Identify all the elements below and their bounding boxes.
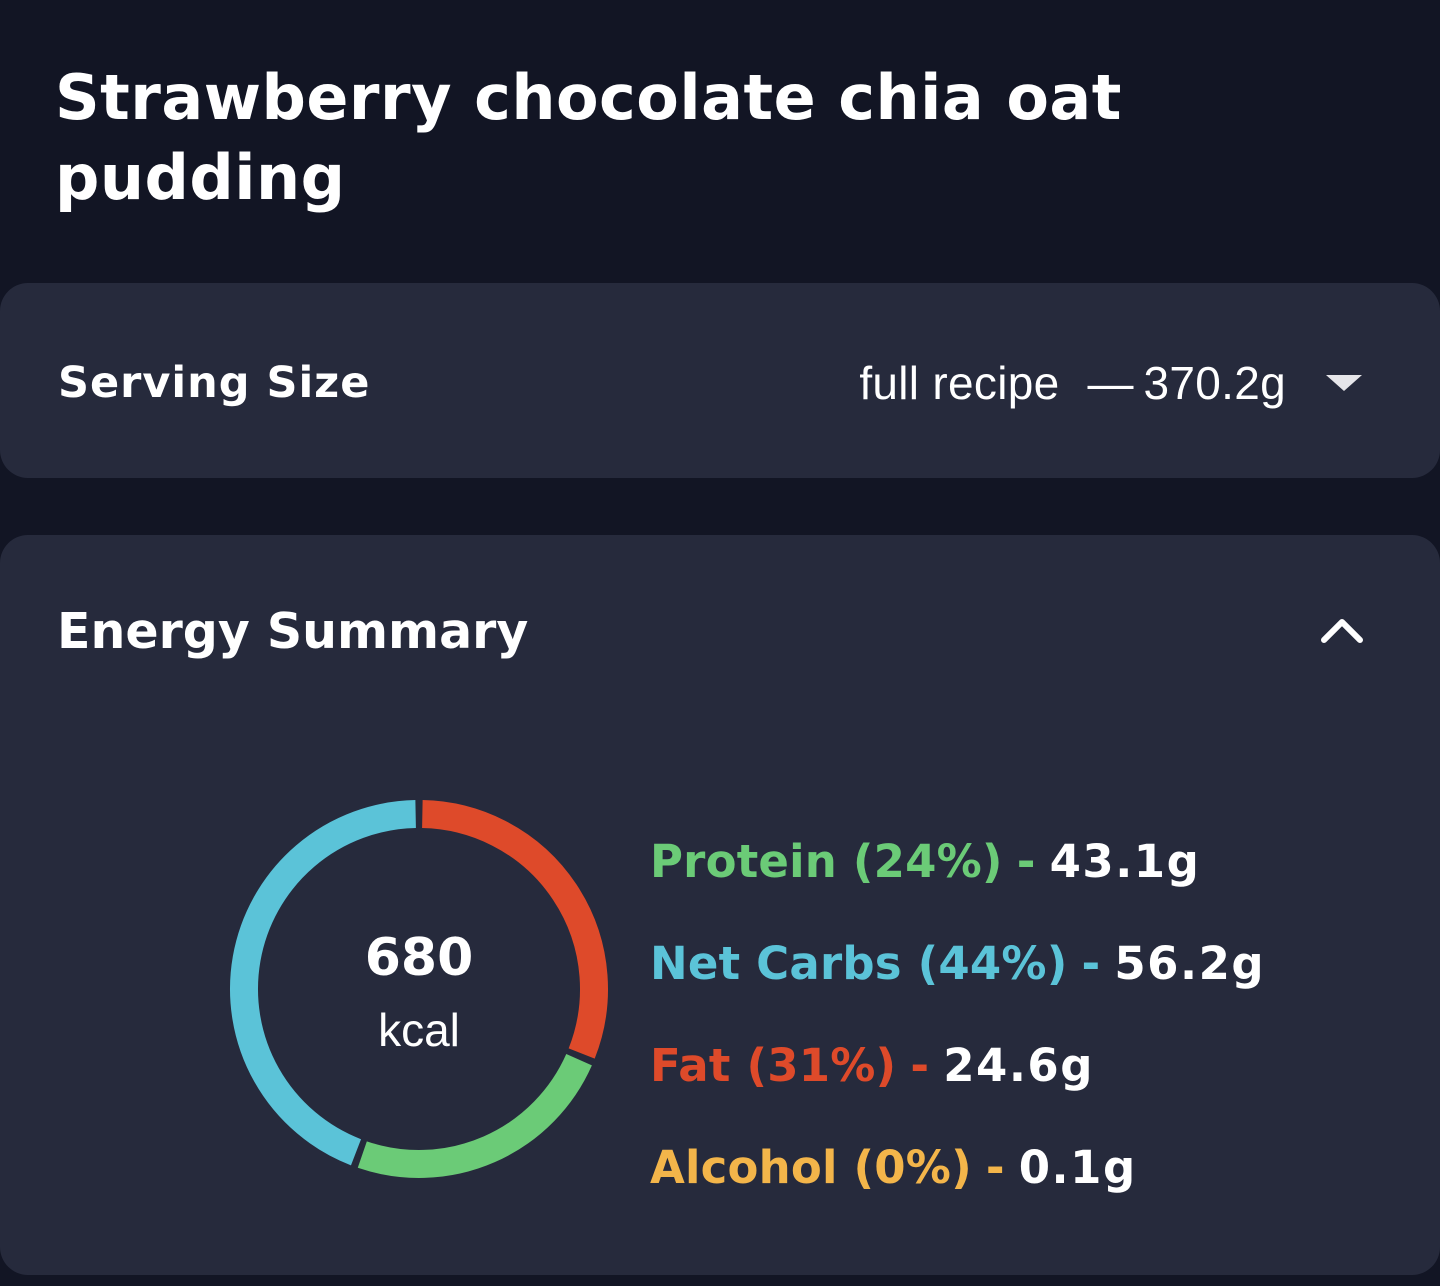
calories-value: 680 bbox=[364, 928, 474, 988]
macro-amount: 56.2g bbox=[1114, 936, 1266, 990]
macro-legend: Protein (24%) -43.1g Net Carbs (44%) -56.2… bbox=[650, 810, 1410, 1218]
serving-size-dropdown[interactable]: full recipe — 370.2g bbox=[859, 352, 1362, 414]
macro-amount: 0.1g bbox=[1018, 1140, 1137, 1194]
donut-segment-net-carbs bbox=[230, 800, 416, 1166]
macro-row-alcohol: Alcohol (0%) -0.1g bbox=[650, 1116, 1410, 1218]
macro-percent: (44%) bbox=[917, 936, 1068, 990]
energy-donut-chart bbox=[230, 800, 608, 1178]
macro-row-protein: Protein (24%) -43.1g bbox=[650, 810, 1410, 912]
macro-label: Protein bbox=[650, 834, 837, 888]
recipe-title: Strawberry chocolate chia oat pudding bbox=[55, 61, 1122, 214]
caret-down-icon bbox=[1326, 375, 1362, 391]
macro-dash: - bbox=[1081, 936, 1101, 990]
macro-row-fat: Fat (31%) -24.6g bbox=[650, 1014, 1410, 1116]
macro-label: Net Carbs bbox=[650, 936, 902, 990]
serving-size-separator: — bbox=[1087, 357, 1134, 409]
macro-dash: - bbox=[1016, 834, 1036, 888]
serving-size-card bbox=[0, 283, 1440, 478]
macro-dash: - bbox=[985, 1140, 1005, 1194]
macro-dash: - bbox=[910, 1038, 930, 1092]
chevron-up-icon[interactable] bbox=[1318, 606, 1366, 654]
serving-size-value: full recipe bbox=[859, 357, 1060, 409]
energy-summary-heading: Energy Summary bbox=[57, 603, 529, 660]
serving-size-weight: 370.2g bbox=[1143, 357, 1286, 409]
macro-amount: 24.6g bbox=[943, 1038, 1094, 1092]
donut-segment-fat bbox=[421, 800, 608, 1059]
energy-summary-card bbox=[0, 535, 1440, 1275]
calories-unit: kcal bbox=[378, 1004, 460, 1056]
macro-row-net-carbs: Net Carbs (44%) -56.2g bbox=[650, 912, 1410, 1014]
serving-size-label: Serving Size bbox=[58, 358, 371, 408]
donut-segment-protein bbox=[357, 1053, 592, 1178]
macro-label: Fat bbox=[650, 1038, 731, 1092]
macro-percent: (31%) bbox=[746, 1038, 897, 1092]
macro-label: Alcohol bbox=[650, 1140, 838, 1194]
macro-amount: 43.1g bbox=[1049, 834, 1201, 888]
macro-percent: (24%) bbox=[852, 834, 1003, 888]
macro-percent: (0%) bbox=[853, 1140, 972, 1194]
